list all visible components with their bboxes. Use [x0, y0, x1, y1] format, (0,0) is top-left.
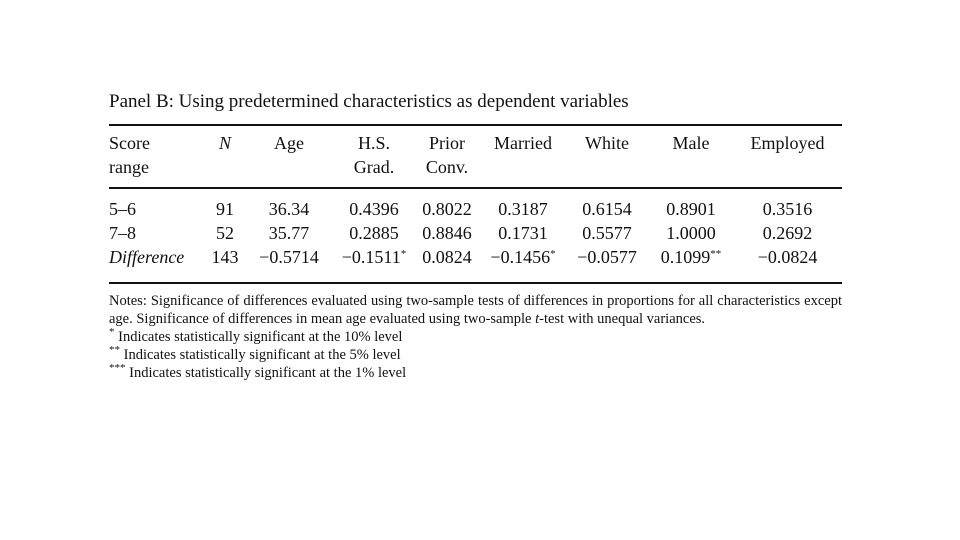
header-rule [109, 187, 842, 189]
cell-score-range: Difference [109, 247, 185, 267]
table-row-difference: Difference 143 −0.5714 −0.1511* 0.0824 −… [109, 245, 842, 269]
cell-white: 0.5577 [582, 223, 632, 243]
panel-title: Panel B: Using predetermined characteris… [109, 91, 629, 112]
footnote-10pct: * Indicates statistically significant at… [109, 326, 403, 346]
cell-male: 1.0000 [666, 223, 716, 243]
notes-paragraph: Notes: Significance of differences evalu… [109, 293, 842, 327]
cell-male: 0.8901 [666, 199, 716, 219]
footnote-1pct: *** Indicates statistically significant … [109, 362, 407, 382]
cell-age: 36.34 [268, 199, 310, 219]
col-header-male: Male [672, 133, 710, 153]
table-notes: Notes: Significance of differences evalu… [109, 292, 842, 382]
bottom-rule [109, 282, 842, 284]
cell-hs-grad: −0.1511* [341, 247, 407, 267]
cell-prior-conv: 0.0824 [422, 247, 472, 267]
col-header-white: White [585, 133, 629, 153]
col-header-employed: Employed [750, 133, 825, 153]
table-panel: Panel B: Using predetermined characteris… [109, 90, 842, 284]
cell-prior-conv: 0.8022 [422, 199, 472, 219]
cell-prior-conv: 0.8846 [422, 223, 472, 243]
cell-white: 0.6154 [582, 199, 632, 219]
table-row: 7–8 52 35.77 0.2885 0.8846 0.1731 0.5577… [109, 221, 842, 245]
cell-hs-grad: 0.4396 [349, 199, 399, 219]
cell-n: 52 [216, 223, 234, 243]
cell-n: 91 [216, 199, 234, 219]
col-header-age: Age [274, 133, 304, 153]
cell-married: −0.1456* [490, 247, 556, 267]
top-rule [109, 124, 842, 126]
cell-employed: −0.0824 [757, 247, 818, 267]
cell-score-range: 7–8 [109, 223, 136, 243]
cell-age: 35.77 [268, 223, 310, 243]
col-header-hs-grad: H.S. Grad. [353, 133, 395, 177]
cell-employed: 0.2692 [762, 223, 813, 243]
cell-n: 143 [211, 247, 239, 267]
col-header-n: N [218, 133, 231, 153]
cell-married: 0.1731 [498, 223, 548, 243]
col-header-married: Married [494, 133, 552, 153]
cell-employed: 0.3516 [762, 199, 813, 219]
col-header-score-range: Score range [109, 133, 150, 177]
footnote-5pct: ** Indicates statistically significant a… [109, 344, 401, 364]
header-table: Score range N Age H.S. Grad. Prior Conv. Ma… [109, 131, 842, 179]
cell-age: −0.5714 [259, 247, 319, 267]
table-row: 5–6 91 36.34 0.4396 0.8022 0.3187 0.6154… [109, 197, 842, 221]
cell-hs-grad: 0.2885 [349, 223, 399, 243]
cell-male: 0.1099** [660, 247, 722, 267]
cell-white: −0.0577 [577, 247, 637, 267]
data-table: 5–6 91 36.34 0.4396 0.8022 0.3187 0.6154… [109, 197, 842, 269]
cell-married: 0.3187 [498, 199, 548, 219]
cell-score-range: 5–6 [109, 199, 136, 219]
col-header-prior-conv: Prior Conv. [425, 133, 469, 177]
